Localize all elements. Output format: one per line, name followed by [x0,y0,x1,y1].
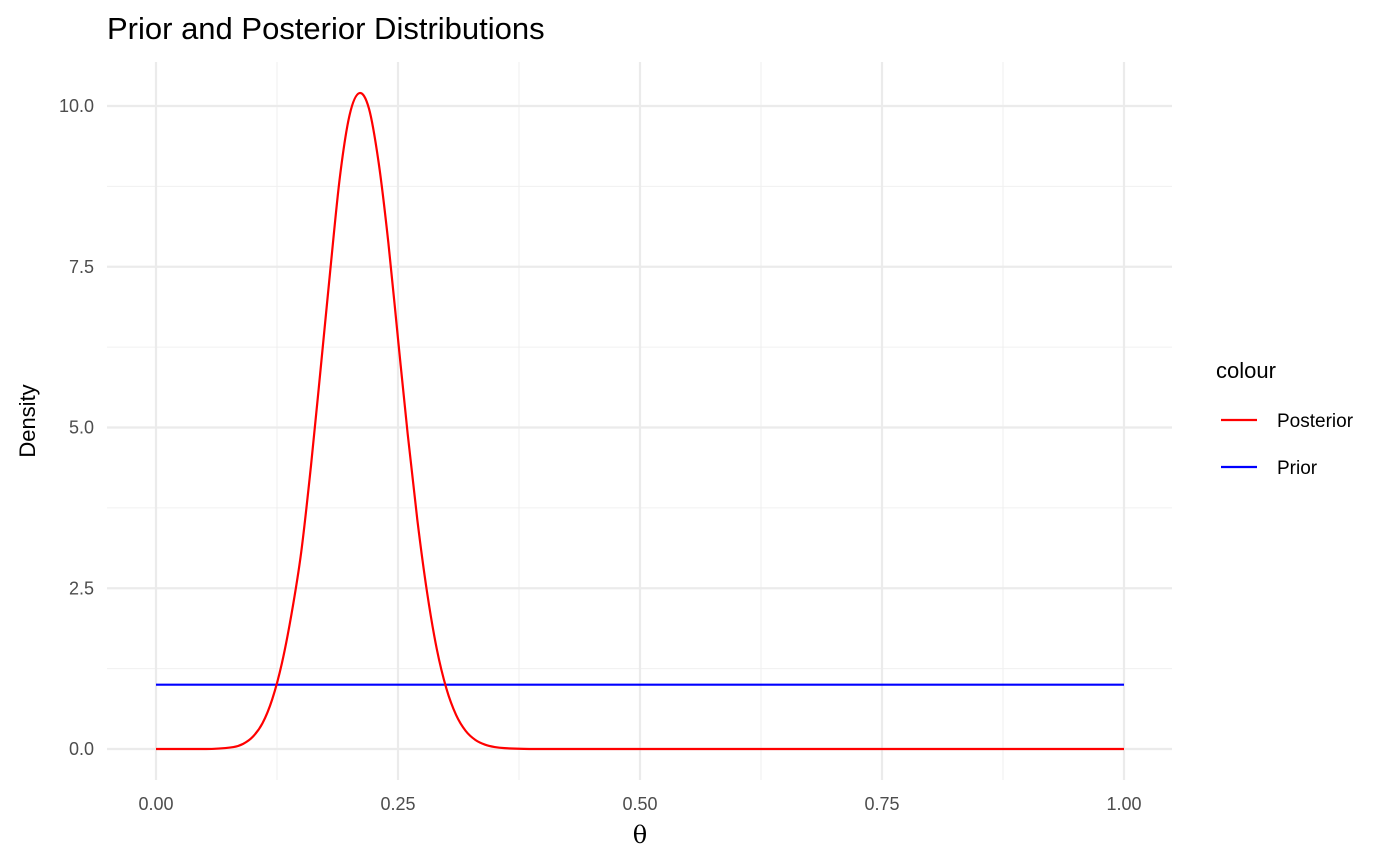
major-gridlines-x [154,62,1126,780]
legend-label-posterior: Posterior [1277,411,1354,432]
x-tick-label: 0.25 [380,794,415,814]
legend: colour Posterior Prior [1216,358,1354,479]
legend-title: colour [1216,358,1276,383]
x-tick-label: 0.75 [864,794,899,814]
y-tick-label: 5.0 [69,418,94,438]
y-tick-label: 10.0 [59,96,94,116]
series-layer [155,91,1124,751]
legend-entries: Posterior Prior [1221,411,1354,479]
x-tick-label: 0.00 [138,794,173,814]
y-tick-label: 7.5 [69,257,94,277]
x-tick-labels: 0.00 0.25 0.50 0.75 1.00 [138,794,1141,814]
chart-title: Prior and Posterior Distributions [107,11,545,46]
legend-label-prior: Prior [1277,458,1318,479]
x-tick-label: 1.00 [1106,794,1141,814]
y-tick-labels: 0.0 2.5 5.0 7.5 10.0 [59,96,94,759]
y-tick-label: 0.0 [69,739,94,759]
x-axis-title: θ [633,821,647,849]
minor-gridlines-x [276,62,1004,780]
y-axis-title: Density [15,384,40,457]
y-tick-label: 2.5 [69,578,94,598]
x-tick-label: 0.50 [622,794,657,814]
series-line-posterior [155,91,1124,751]
